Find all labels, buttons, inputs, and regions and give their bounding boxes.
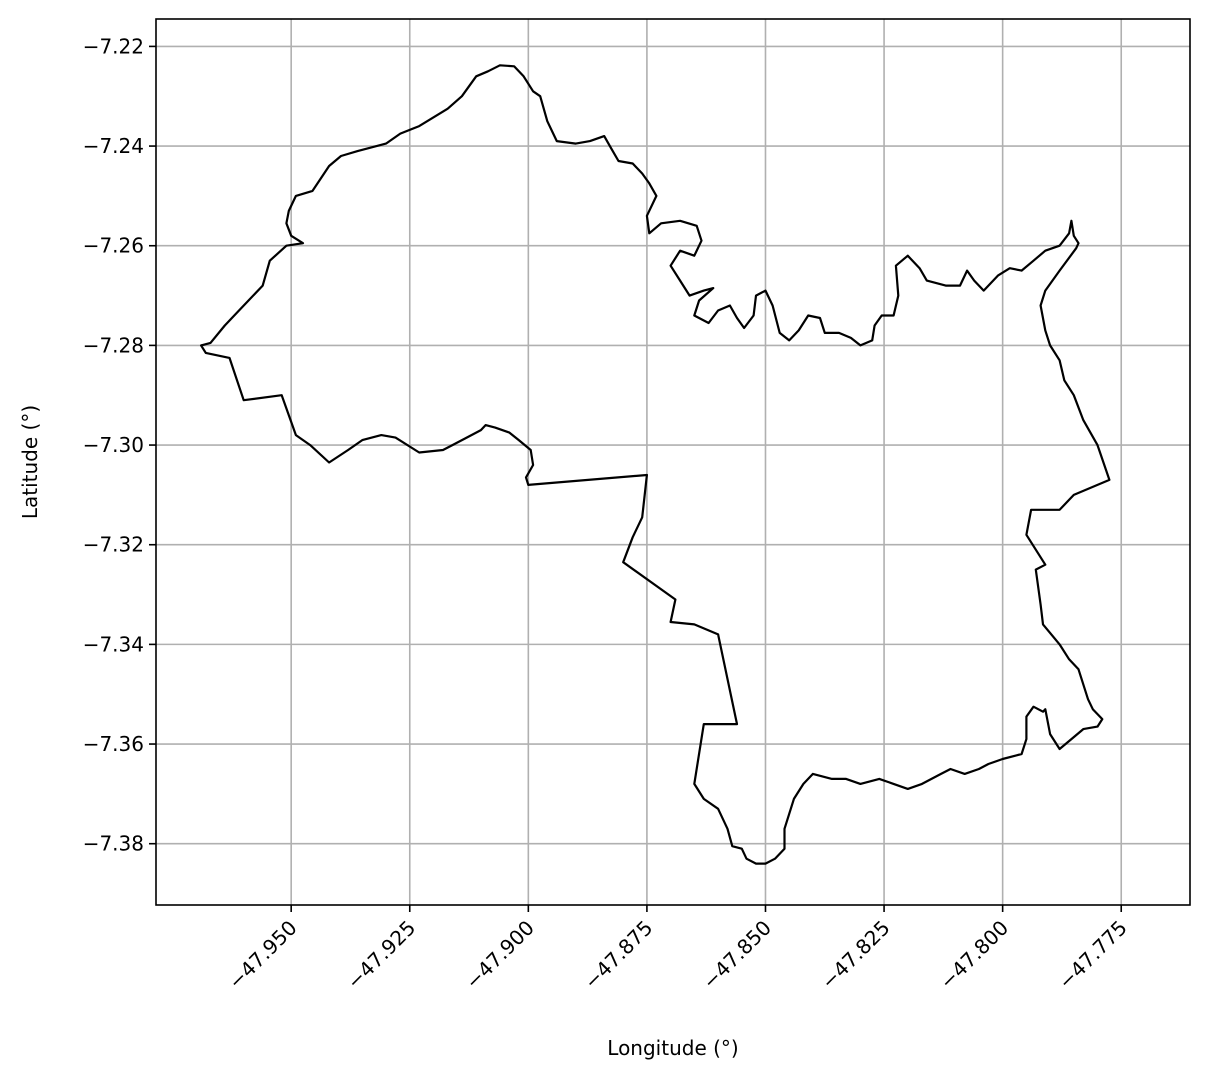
boundary-layer — [200, 64, 1111, 865]
y-tick-label: −7.28 — [83, 333, 144, 357]
y-axis-label: Latitude (°) — [18, 405, 42, 519]
x-axis-label: Longitude (°) — [607, 1036, 738, 1060]
y-tick-label: −7.22 — [83, 34, 144, 58]
axes-frame — [155, 18, 1191, 906]
y-tick-label: −7.26 — [83, 234, 144, 258]
y-tick-label: −7.32 — [83, 533, 144, 557]
y-tick-label: −7.30 — [83, 433, 144, 457]
municipality-boundary — [200, 64, 1111, 865]
y-tick-label: −7.36 — [83, 732, 144, 756]
y-axis: −7.22 −7.24 −7.26 −7.28 −7.30 −7.32 −7.34 −7.36… — [83, 34, 156, 856]
y-tick-label: −7.34 — [83, 632, 144, 656]
y-tick-label: −7.24 — [83, 134, 144, 158]
grid-lines — [156, 19, 1190, 905]
y-tick-label: −7.38 — [83, 832, 144, 856]
